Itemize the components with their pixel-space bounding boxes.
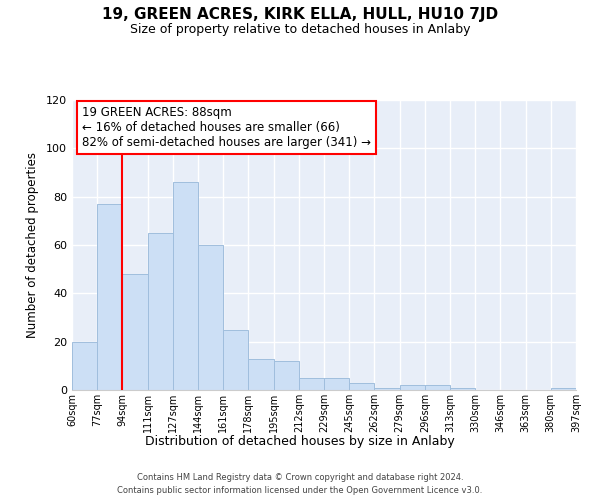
Text: Contains HM Land Registry data © Crown copyright and database right 2024.: Contains HM Land Registry data © Crown c… bbox=[137, 472, 463, 482]
Bar bbox=[97, 204, 122, 390]
Bar bbox=[223, 330, 248, 390]
Bar bbox=[173, 182, 198, 390]
Text: 19, GREEN ACRES, KIRK ELLA, HULL, HU10 7JD: 19, GREEN ACRES, KIRK ELLA, HULL, HU10 7… bbox=[102, 8, 498, 22]
Bar bbox=[400, 385, 425, 390]
Bar bbox=[198, 245, 223, 390]
Bar bbox=[122, 274, 148, 390]
Bar bbox=[425, 385, 450, 390]
Bar bbox=[450, 388, 475, 390]
Text: Distribution of detached houses by size in Anlaby: Distribution of detached houses by size … bbox=[145, 435, 455, 448]
Bar bbox=[248, 358, 274, 390]
Y-axis label: Number of detached properties: Number of detached properties bbox=[26, 152, 39, 338]
Text: Contains public sector information licensed under the Open Government Licence v3: Contains public sector information licen… bbox=[118, 486, 482, 495]
Bar bbox=[72, 342, 97, 390]
Bar bbox=[551, 388, 576, 390]
Text: Size of property relative to detached houses in Anlaby: Size of property relative to detached ho… bbox=[130, 22, 470, 36]
Bar bbox=[324, 378, 349, 390]
Text: 19 GREEN ACRES: 88sqm
← 16% of detached houses are smaller (66)
82% of semi-deta: 19 GREEN ACRES: 88sqm ← 16% of detached … bbox=[82, 106, 371, 149]
Bar bbox=[274, 361, 299, 390]
Bar bbox=[374, 388, 400, 390]
Bar bbox=[148, 233, 173, 390]
Bar bbox=[299, 378, 324, 390]
Bar bbox=[349, 383, 374, 390]
